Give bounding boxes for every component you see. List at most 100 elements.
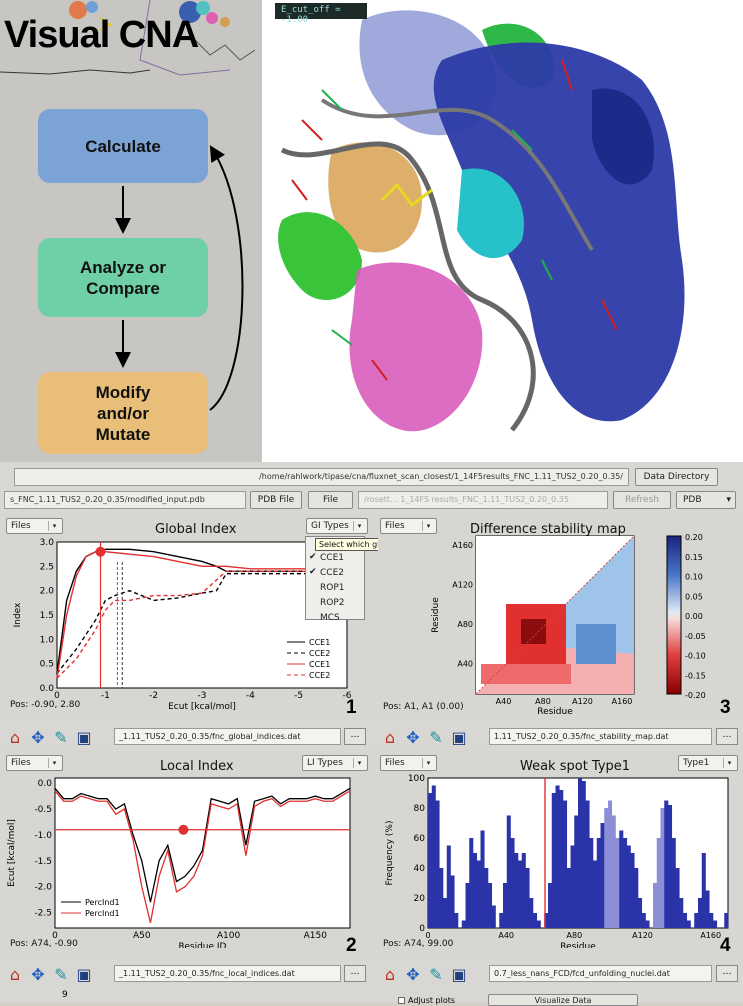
gi-type-item-cce2[interactable]: ✔ CCE2 xyxy=(306,566,364,581)
global-browse-button[interactable]: … xyxy=(344,728,366,745)
position-marker xyxy=(178,824,189,835)
y-tick-label: 80 xyxy=(414,804,426,814)
x-tick-label: A50 xyxy=(133,931,151,941)
gi-type-item-rop2[interactable]: ROP2 xyxy=(306,596,364,611)
bar xyxy=(525,868,530,928)
pan-icon[interactable]: ✥ xyxy=(406,727,420,747)
local-file-path[interactable]: _1.11_TUS2_0.20_0.35/fnc_local_indices.d… xyxy=(114,965,341,982)
results-path-field[interactable]: /home/rahlwork/tipase/cna/fluxnet_scan_c… xyxy=(14,468,629,486)
diagonal xyxy=(475,535,635,695)
diff-pos-readout: Pos: A1, A1 (0.00) xyxy=(383,702,464,712)
local-plot-toolbar: ⌂ ✥ ✎ ▣ xyxy=(5,962,94,986)
global-files-combo[interactable]: Files ▾ xyxy=(6,518,63,534)
bar xyxy=(503,883,508,928)
pdb-dropdown[interactable]: PDB ▾ xyxy=(676,491,736,509)
bar xyxy=(506,815,511,928)
visualize-data-button[interactable]: Visualize Data xyxy=(488,994,638,1006)
series-line-1 xyxy=(54,790,351,923)
bar xyxy=(574,815,579,928)
x-tick-label: -3 xyxy=(198,691,207,701)
li-types-combo[interactable]: LI Types ▾ xyxy=(302,755,368,771)
adjust-plots-checkbox[interactable]: Adjust plots xyxy=(398,996,455,1005)
y-tick-label: 100 xyxy=(408,774,425,784)
home-icon[interactable]: ⌂ xyxy=(384,964,396,984)
pan-icon[interactable]: ✥ xyxy=(31,964,45,984)
bar xyxy=(604,808,609,928)
bar xyxy=(660,808,665,928)
pdb-path-field[interactable]: s_FNC_1.11_TUS2_0.20_0.35/modified_input… xyxy=(4,491,246,509)
panel-number-2: 2 xyxy=(346,935,357,956)
chevron-down-icon: ▾ xyxy=(422,758,434,768)
diff-browse-button[interactable]: … xyxy=(716,728,738,745)
local-index-chart: 0 A50 A100 A150 0.0 -0.5 -1.0 -1.5 -2.0 -2.5 Resid… xyxy=(7,777,351,948)
molecule-viewer[interactable]: E_cut_off = -1.00 xyxy=(262,0,743,462)
bar xyxy=(638,898,643,928)
bar xyxy=(709,913,714,928)
bar xyxy=(675,868,680,928)
chevron-down-icon: ▾ xyxy=(48,758,60,768)
faded-path-field[interactable]: /rosett... 1_14FS results_FNC_1.11_TUS2_… xyxy=(358,491,608,509)
bar xyxy=(476,860,481,928)
gi-type-item-rop1[interactable]: ROP1 xyxy=(306,581,364,596)
logo-artwork xyxy=(0,0,256,76)
bar xyxy=(491,905,496,928)
bar xyxy=(454,913,459,928)
weak-files-label: Files xyxy=(385,758,405,768)
workflow-arrows xyxy=(115,145,244,411)
save-icon[interactable]: ▣ xyxy=(76,727,92,747)
bar xyxy=(450,875,455,928)
bar xyxy=(600,823,605,928)
weak-file-path[interactable]: 0.7_less_nans_FCD/fcd_unfolding_nuclei.d… xyxy=(489,965,712,982)
bar xyxy=(705,890,710,928)
x-axis-label: Residue xyxy=(537,707,573,717)
weak-spot-title: Weak spot Type1 xyxy=(520,759,631,774)
pan-icon[interactable]: ✥ xyxy=(31,727,45,747)
chevron-down-icon: ▾ xyxy=(353,521,365,531)
bar xyxy=(514,853,519,928)
pdb-file-button[interactable]: PDB File xyxy=(250,491,302,509)
weak-files-combo[interactable]: Files ▾ xyxy=(380,755,437,771)
chevron-down-icon: ▾ xyxy=(726,495,731,505)
zoom-icon[interactable]: ✎ xyxy=(429,964,443,984)
zoom-icon[interactable]: ✎ xyxy=(429,727,443,747)
refresh-button[interactable]: Refresh xyxy=(613,491,671,509)
home-icon[interactable]: ⌂ xyxy=(384,727,396,747)
x-axis-label: Ecut [kcal/mol] xyxy=(168,702,236,710)
data-directory-button[interactable]: Data Directory xyxy=(635,468,718,486)
global-index-chart: 0 -1 -2 -3 -4 -5 -6 0.0 0.5 1.0 1.5 2.0 2.5 3.0 Ecut [… xyxy=(13,538,352,710)
global-file-path[interactable]: _1.11_TUS2_0.20_0.35/fnc_global_indices.… xyxy=(114,728,341,745)
zoom-icon[interactable]: ✎ xyxy=(54,964,68,984)
weak-pos-readout: Pos: A74, 99.00 xyxy=(383,939,454,949)
gi-type-item-mcs[interactable]: MCS xyxy=(306,611,364,626)
file-button[interactable]: File xyxy=(308,491,353,509)
bar xyxy=(473,853,478,928)
bar xyxy=(694,913,699,928)
weak-plot-toolbar: ⌂ ✥ ✎ ▣ xyxy=(380,962,469,986)
diff-files-combo[interactable]: Files ▾ xyxy=(380,518,437,534)
gi-types-label: GI Types xyxy=(311,521,349,531)
x-tick-label: A40 xyxy=(496,697,512,706)
bar xyxy=(608,800,613,928)
diff-file-path[interactable]: 1.11_TUS2_0.20_0.35/fnc_stability_map.da… xyxy=(489,728,712,745)
local-files-combo[interactable]: Files ▾ xyxy=(6,755,63,771)
zoom-icon[interactable]: ✎ xyxy=(54,727,68,747)
legend-label: PercInd1 xyxy=(85,898,120,907)
local-browse-button[interactable]: … xyxy=(344,965,366,982)
save-icon[interactable]: ▣ xyxy=(451,727,467,747)
y-tick-label: A80 xyxy=(457,620,473,629)
home-icon[interactable]: ⌂ xyxy=(9,727,21,747)
gi-type-item-cce1[interactable]: ✔ CCE1 xyxy=(306,551,364,566)
chevron-down-icon: ▾ xyxy=(353,758,365,768)
save-icon[interactable]: ▣ xyxy=(76,964,92,984)
local-index-title: Local Index xyxy=(160,759,234,774)
type1-label: Type1 xyxy=(683,758,710,768)
save-icon[interactable]: ▣ xyxy=(451,964,467,984)
type1-combo[interactable]: Type1 ▾ xyxy=(678,755,738,771)
weak-browse-button[interactable]: … xyxy=(716,965,738,982)
pan-icon[interactable]: ✥ xyxy=(406,964,420,984)
home-icon[interactable]: ⌂ xyxy=(9,964,21,984)
bar xyxy=(469,838,474,928)
gi-type-label: ROP1 xyxy=(320,583,345,593)
bar xyxy=(701,853,706,928)
gi-types-combo[interactable]: GI Types ▾ xyxy=(306,518,368,534)
